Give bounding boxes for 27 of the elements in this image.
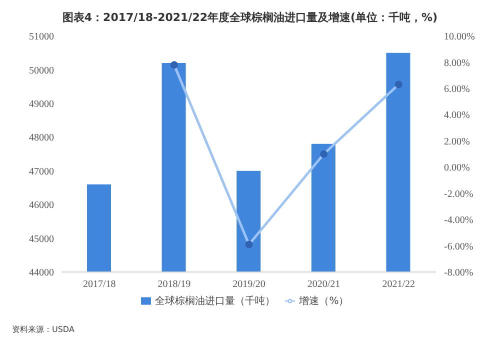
y-tick-label: 44000 — [29, 268, 54, 279]
y2-tick-label: 2.00% — [444, 136, 470, 148]
y2-tick-label: -6.00% — [444, 241, 474, 252]
y-tick-label: 46000 — [29, 200, 54, 212]
y2-tick-label: 4.00% — [444, 110, 470, 122]
text: 资料来源：USDA — [12, 324, 74, 335]
y2-tick-label: 0.00% — [444, 162, 470, 174]
y-tick-label: 51000 — [29, 32, 54, 43]
y2-tick-label: 6.00% — [444, 84, 470, 95]
y2-tick-label: 10.00% — [444, 32, 475, 43]
y2-tick-label: -2.00% — [444, 188, 474, 200]
legend-label: 增速（%） — [299, 296, 349, 307]
y-tick-label: 49000 — [29, 98, 54, 110]
x-tick-label: 2018/19 — [158, 279, 191, 290]
y-tick-label: 50000 — [29, 65, 54, 76]
y-tick-label: 45000 — [29, 234, 54, 245]
x-tick-label: 2019/20 — [232, 279, 266, 290]
y2-tick-label: 8.00% — [444, 58, 470, 69]
x-tick-label: 2020/21 — [307, 279, 340, 290]
y-tick-label: 47000 — [29, 166, 54, 178]
y-tick-label: 48000 — [29, 132, 54, 144]
x-tick-label: 2017/18 — [83, 279, 116, 290]
chart-title: 图表4：2017/18-2021/22年度全球棕榈油进口量及增速(单位：千吨，%) — [61, 10, 439, 26]
x-tick-label: 2021/22 — [382, 279, 415, 290]
y2-tick-label: -8.00% — [444, 268, 474, 279]
legend-label: 全球棕榈油进口量（千吨） — [155, 296, 276, 307]
y2-tick-label: -4.00% — [444, 215, 474, 226]
